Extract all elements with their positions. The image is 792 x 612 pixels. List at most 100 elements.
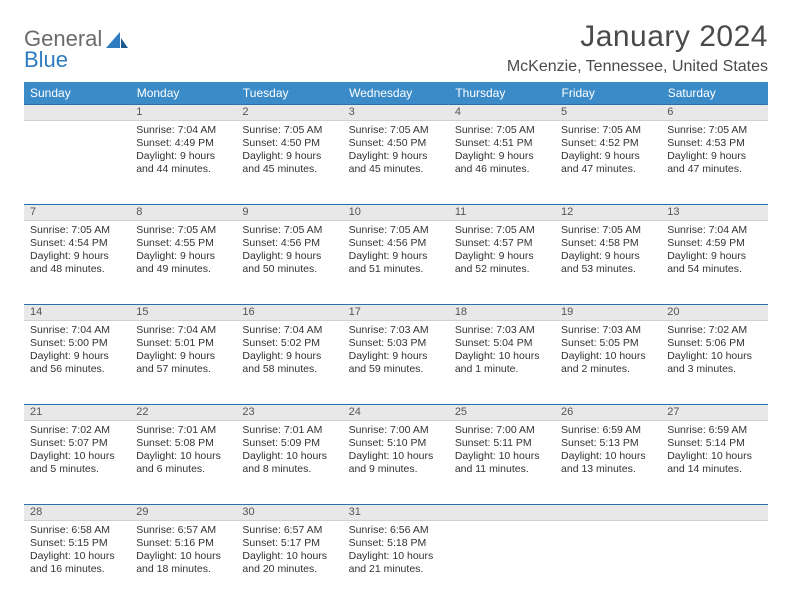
day-number-row: 28293031 (24, 505, 768, 521)
sun-line: Sunset: 5:00 PM (30, 337, 124, 350)
sun-line: Daylight: 9 hours (30, 250, 124, 263)
weekday-header: Sunday (24, 82, 130, 105)
sun-line: Sunrise: 7:05 AM (667, 124, 761, 137)
day-data-cell: Sunrise: 7:04 AMSunset: 5:02 PMDaylight:… (236, 321, 342, 405)
sun-line: and 16 minutes. (30, 563, 124, 576)
sun-line: Daylight: 10 hours (242, 450, 336, 463)
sun-line: Sunset: 5:01 PM (136, 337, 230, 350)
day-data-cell: Sunrise: 7:02 AMSunset: 5:06 PMDaylight:… (661, 321, 767, 405)
sun-line: Sunset: 5:06 PM (667, 337, 761, 350)
sun-line: Daylight: 10 hours (136, 450, 230, 463)
page-header: General Blue January 2024 McKenzie, Tenn… (24, 20, 768, 76)
sun-line: Sunrise: 7:05 AM (349, 224, 443, 237)
sun-line: Sunrise: 7:05 AM (30, 224, 124, 237)
weekday-header: Saturday (661, 82, 767, 105)
day-number-cell (449, 505, 555, 521)
sun-line: Sunrise: 7:03 AM (455, 324, 549, 337)
day-number-cell: 22 (130, 405, 236, 421)
day-number-cell: 28 (24, 505, 130, 521)
sun-line: Sunset: 5:08 PM (136, 437, 230, 450)
sun-line: Sunrise: 7:05 AM (242, 224, 336, 237)
day-number-cell: 25 (449, 405, 555, 421)
sun-line: Sunrise: 7:04 AM (242, 324, 336, 337)
day-data-cell: Sunrise: 7:05 AMSunset: 4:54 PMDaylight:… (24, 221, 130, 305)
sun-line: Sunrise: 6:57 AM (136, 524, 230, 537)
sun-line: Daylight: 9 hours (561, 250, 655, 263)
day-number-cell: 29 (130, 505, 236, 521)
sun-line: Sunset: 4:51 PM (455, 137, 549, 150)
sun-line: and 20 minutes. (242, 563, 336, 576)
sun-line: Sunset: 4:53 PM (667, 137, 761, 150)
weekday-header: Wednesday (343, 82, 449, 105)
sun-line: and 53 minutes. (561, 263, 655, 276)
day-data-cell: Sunrise: 7:01 AMSunset: 5:09 PMDaylight:… (236, 421, 342, 505)
sun-line: Daylight: 10 hours (561, 450, 655, 463)
day-number-cell: 8 (130, 205, 236, 221)
sun-line: and 47 minutes. (667, 163, 761, 176)
sun-line: Sunset: 5:17 PM (242, 537, 336, 550)
sun-line: Sunrise: 7:04 AM (136, 324, 230, 337)
sun-line: and 50 minutes. (242, 263, 336, 276)
sun-line: Sunset: 5:03 PM (349, 337, 443, 350)
sun-line: Sunrise: 6:59 AM (561, 424, 655, 437)
sun-line: Sunset: 5:10 PM (349, 437, 443, 450)
day-data-cell: Sunrise: 7:04 AMSunset: 4:49 PMDaylight:… (130, 121, 236, 205)
sun-line: Sunrise: 7:04 AM (136, 124, 230, 137)
sun-line: and 45 minutes. (242, 163, 336, 176)
day-number-cell: 27 (661, 405, 767, 421)
sun-line: Daylight: 10 hours (242, 550, 336, 563)
day-data-cell (555, 521, 661, 605)
day-data-cell: Sunrise: 6:56 AMSunset: 5:18 PMDaylight:… (343, 521, 449, 605)
day-number-row: 123456 (24, 105, 768, 121)
weekday-header: Thursday (449, 82, 555, 105)
sun-line: Daylight: 9 hours (455, 250, 549, 263)
sun-line: Sunrise: 7:05 AM (349, 124, 443, 137)
day-number-cell: 5 (555, 105, 661, 121)
weekday-header-row: Sunday Monday Tuesday Wednesday Thursday… (24, 82, 768, 105)
sun-line: Sunset: 5:18 PM (349, 537, 443, 550)
sun-line: and 1 minute. (455, 363, 549, 376)
day-number-cell: 11 (449, 205, 555, 221)
day-number-cell: 30 (236, 505, 342, 521)
weekday-header: Friday (555, 82, 661, 105)
sun-line: Sunrise: 7:01 AM (136, 424, 230, 437)
day-data-cell: Sunrise: 7:05 AMSunset: 4:58 PMDaylight:… (555, 221, 661, 305)
sun-line: Daylight: 9 hours (667, 250, 761, 263)
day-number-cell: 31 (343, 505, 449, 521)
sun-line: Daylight: 9 hours (667, 150, 761, 163)
sun-line: and 51 minutes. (349, 263, 443, 276)
day-data-cell: Sunrise: 6:57 AMSunset: 5:16 PMDaylight:… (130, 521, 236, 605)
day-number-cell: 1 (130, 105, 236, 121)
sun-line: and 44 minutes. (136, 163, 230, 176)
sun-line: and 46 minutes. (455, 163, 549, 176)
sun-line: and 57 minutes. (136, 363, 230, 376)
day-number-cell: 24 (343, 405, 449, 421)
sun-line: Daylight: 9 hours (349, 350, 443, 363)
sun-line: Daylight: 10 hours (136, 550, 230, 563)
day-data-cell: Sunrise: 7:04 AMSunset: 4:59 PMDaylight:… (661, 221, 767, 305)
day-number-cell: 23 (236, 405, 342, 421)
sun-line: Sunset: 5:16 PM (136, 537, 230, 550)
day-number-cell (555, 505, 661, 521)
day-number-cell: 26 (555, 405, 661, 421)
day-data-cell: Sunrise: 6:57 AMSunset: 5:17 PMDaylight:… (236, 521, 342, 605)
day-data-cell: Sunrise: 7:03 AMSunset: 5:03 PMDaylight:… (343, 321, 449, 405)
sun-line: and 59 minutes. (349, 363, 443, 376)
sun-line: Daylight: 9 hours (136, 350, 230, 363)
sun-line: Sunset: 5:04 PM (455, 337, 549, 350)
day-data-cell: Sunrise: 7:05 AMSunset: 4:50 PMDaylight:… (236, 121, 342, 205)
day-number-cell: 20 (661, 305, 767, 321)
sun-line: Sunset: 4:50 PM (242, 137, 336, 150)
day-number-cell: 13 (661, 205, 767, 221)
day-data-cell (24, 121, 130, 205)
sun-line: Daylight: 9 hours (136, 250, 230, 263)
day-number-cell: 2 (236, 105, 342, 121)
sun-line: Sunset: 5:02 PM (242, 337, 336, 350)
sun-line: and 21 minutes. (349, 563, 443, 576)
sun-line: Daylight: 10 hours (30, 450, 124, 463)
sun-line: Sunrise: 7:05 AM (136, 224, 230, 237)
sun-line: Sunrise: 7:05 AM (561, 124, 655, 137)
sun-line: Sunrise: 7:04 AM (667, 224, 761, 237)
day-data-cell: Sunrise: 7:01 AMSunset: 5:08 PMDaylight:… (130, 421, 236, 505)
sun-line: Sunset: 4:50 PM (349, 137, 443, 150)
